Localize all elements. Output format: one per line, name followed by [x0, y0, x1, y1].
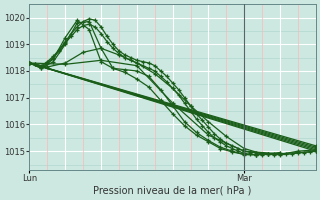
X-axis label: Pression niveau de la mer( hPa ): Pression niveau de la mer( hPa ): [93, 186, 252, 196]
